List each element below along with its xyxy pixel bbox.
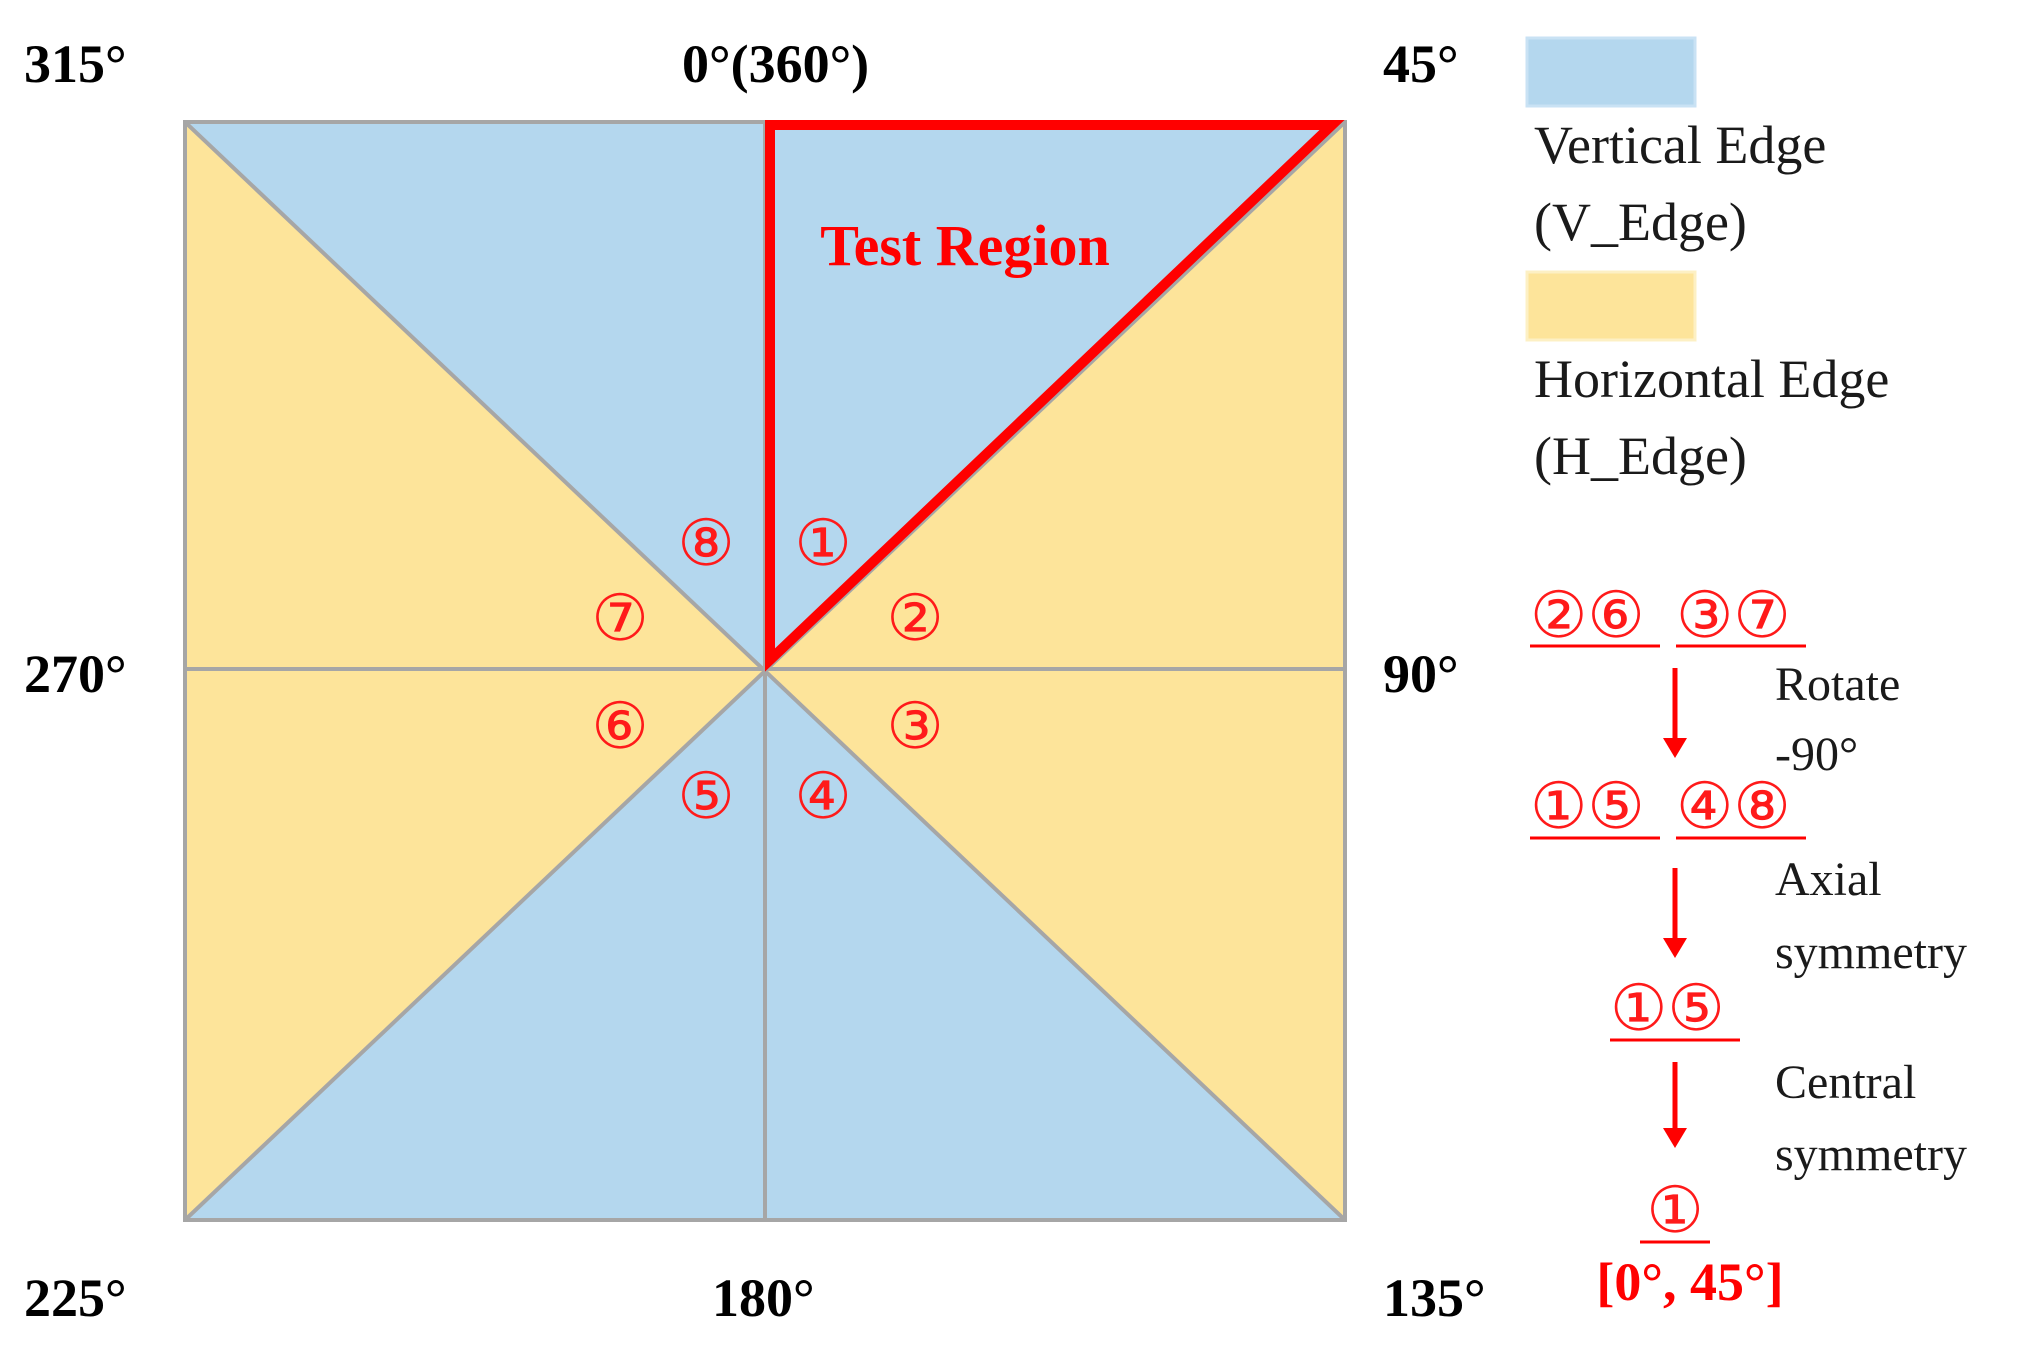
step-group-c: ①⑤ (1610, 973, 1725, 1044)
test-region-outline (765, 120, 1345, 672)
legend-vertical-line2: (V_Edge) (1534, 192, 1747, 252)
step-group-b2: ④⑧ (1676, 771, 1791, 842)
sector-number-8: ⑧ (677, 508, 734, 579)
angle-0-360: 0°(360°) (682, 34, 869, 94)
legend-swatch-vertical (1525, 36, 1697, 108)
step1-label-line2: -90° (1775, 728, 1858, 781)
sector-number-4: ④ (794, 761, 851, 832)
sector-number-1: ① (794, 508, 851, 579)
test-region-label: Test Region (820, 213, 1110, 278)
step-arrow-3 (1663, 1062, 1687, 1148)
legend-vertical-line1: Vertical Edge (1534, 115, 1826, 175)
sector-number-2: ② (886, 583, 943, 654)
sector-number-7: ⑦ (591, 583, 648, 654)
angle-270: 270° (24, 644, 127, 704)
angle-90: 90° (1383, 644, 1459, 704)
sector-number-6: ⑥ (591, 691, 648, 762)
legend: Vertical Edge (V_Edge) Horizontal Edge (… (1525, 36, 1889, 486)
reduction-steps: ②⑥ ③⑦ Rotate -90° ①⑤ ④⑧ Axial symmetry ①… (1530, 580, 1967, 1312)
step3-label-line2: symmetry (1775, 1128, 1967, 1181)
step3-label-line1: Central (1775, 1056, 1916, 1109)
step-group-b1: ①⑤ (1530, 771, 1645, 842)
sector-number-3: ③ (886, 691, 943, 762)
sector-number-5: ⑤ (677, 761, 734, 832)
sector-numbers: ① ② ③ ④ ⑤ ⑥ ⑦ ⑧ (591, 508, 943, 832)
angle-225: 225° (24, 1268, 127, 1328)
step2-label-line2: symmetry (1775, 926, 1967, 979)
angle-labels: 315° 0°(360°) 45° 270° 90° 225° 180° 135… (24, 34, 1486, 1328)
final-range-label: [0°, 45°] (1596, 1252, 1783, 1312)
angle-135: 135° (1383, 1268, 1486, 1328)
step-group-d: ① (1646, 1175, 1703, 1246)
angle-45: 45° (1383, 34, 1459, 94)
step-group-a2: ③⑦ (1676, 580, 1791, 651)
legend-swatch-horizontal (1525, 270, 1697, 342)
legend-horizontal-line1: Horizontal Edge (1534, 349, 1889, 409)
legend-horizontal-line2: (H_Edge) (1534, 426, 1747, 486)
angle-180: 180° (712, 1268, 815, 1328)
step-arrow-2 (1663, 868, 1687, 958)
orientation-square: Test Region (183, 120, 1347, 1222)
step-group-a1: ②⑥ (1530, 580, 1645, 651)
angle-315: 315° (24, 34, 127, 94)
step-arrow-1 (1663, 668, 1687, 758)
step1-label-line1: Rotate (1775, 658, 1900, 711)
step2-label-line1: Axial (1775, 853, 1882, 906)
